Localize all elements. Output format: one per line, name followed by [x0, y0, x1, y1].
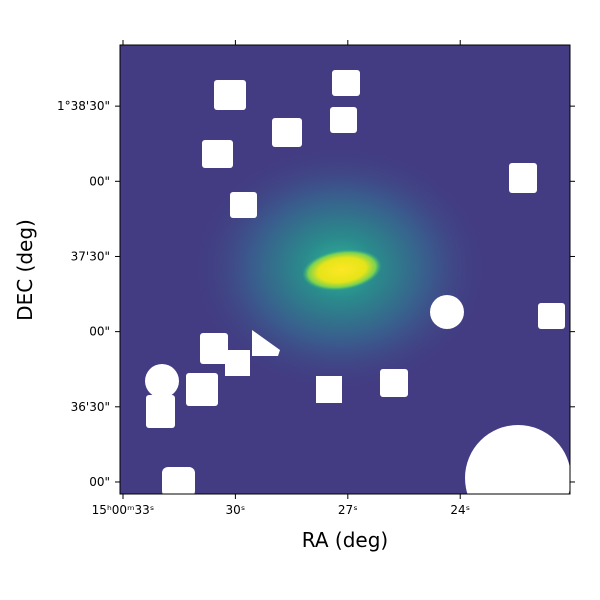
x-tick-label: 15ʰ00ᵐ33ˢ	[92, 503, 155, 517]
y-tick-label: 36'30"	[71, 400, 110, 414]
y-tick-label: 37'30"	[71, 249, 110, 263]
y-axis-label: DEC (deg)	[13, 219, 37, 321]
plot-frame	[119, 44, 571, 495]
x-tick-label: 27ˢ	[338, 503, 358, 517]
x-tick-label: 24ˢ	[450, 503, 470, 517]
masks	[145, 70, 570, 494]
y-tick-label: 00"	[89, 174, 110, 188]
y-tick-label: 00"	[89, 325, 110, 339]
y-tick-label: 1°38'30"	[57, 99, 110, 113]
image	[120, 45, 570, 494]
x-tick-label: 30ˢ	[226, 503, 246, 517]
x-axis-label: RA (deg)	[302, 528, 388, 552]
y-tick-label: 00"	[89, 475, 110, 489]
